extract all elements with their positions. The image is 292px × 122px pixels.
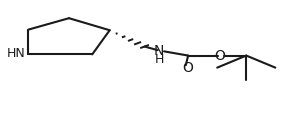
Text: O: O [215,49,225,63]
Text: N: N [154,44,164,58]
Text: H: H [154,53,164,66]
Text: HN: HN [7,47,25,60]
Text: O: O [182,61,193,75]
